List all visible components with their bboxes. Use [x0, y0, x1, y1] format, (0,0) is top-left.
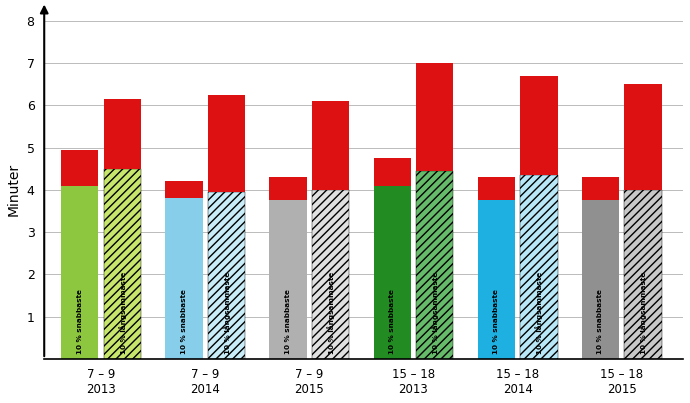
Text: 10 % snabbaste: 10 % snabbaste — [77, 289, 83, 354]
Bar — [104, 169, 141, 359]
Bar — [269, 200, 306, 359]
Bar — [312, 190, 349, 359]
Bar — [477, 177, 515, 200]
Bar — [61, 186, 99, 359]
Text: 10 % snabbaste: 10 % snabbaste — [389, 289, 395, 354]
Text: 10 % långsammaste: 10 % långsammaste — [535, 272, 543, 354]
Text: 10 % snabbaste: 10 % snabbaste — [598, 289, 603, 354]
Bar — [104, 99, 141, 169]
Bar — [166, 198, 203, 359]
Text: 10 % långsammaste: 10 % långsammaste — [639, 272, 647, 354]
Bar — [520, 76, 558, 175]
Bar — [208, 95, 246, 192]
Text: 10 % långsammaste: 10 % långsammaste — [431, 272, 439, 354]
Text: 10 % snabbaste: 10 % snabbaste — [285, 289, 291, 354]
Text: 10 % långsammaste: 10 % långsammaste — [223, 272, 230, 354]
Bar — [416, 171, 453, 359]
Text: 10 % långsammaste: 10 % långsammaste — [119, 272, 126, 354]
Bar — [582, 177, 619, 200]
Bar — [416, 63, 453, 171]
Bar — [624, 190, 662, 359]
Bar — [269, 177, 306, 200]
Bar — [208, 192, 246, 359]
Text: 10 % snabbaste: 10 % snabbaste — [181, 289, 187, 354]
Bar — [373, 186, 411, 359]
Bar — [624, 84, 662, 190]
Text: 10 % snabbaste: 10 % snabbaste — [493, 289, 500, 354]
Bar — [477, 200, 515, 359]
Bar — [520, 175, 558, 359]
Y-axis label: Minuter: Minuter — [7, 163, 21, 216]
Bar — [166, 181, 203, 198]
Bar — [582, 200, 619, 359]
Bar — [61, 150, 99, 186]
Bar — [373, 158, 411, 186]
Bar — [312, 101, 349, 190]
Text: 10 % långsammaste: 10 % långsammaste — [327, 272, 335, 354]
